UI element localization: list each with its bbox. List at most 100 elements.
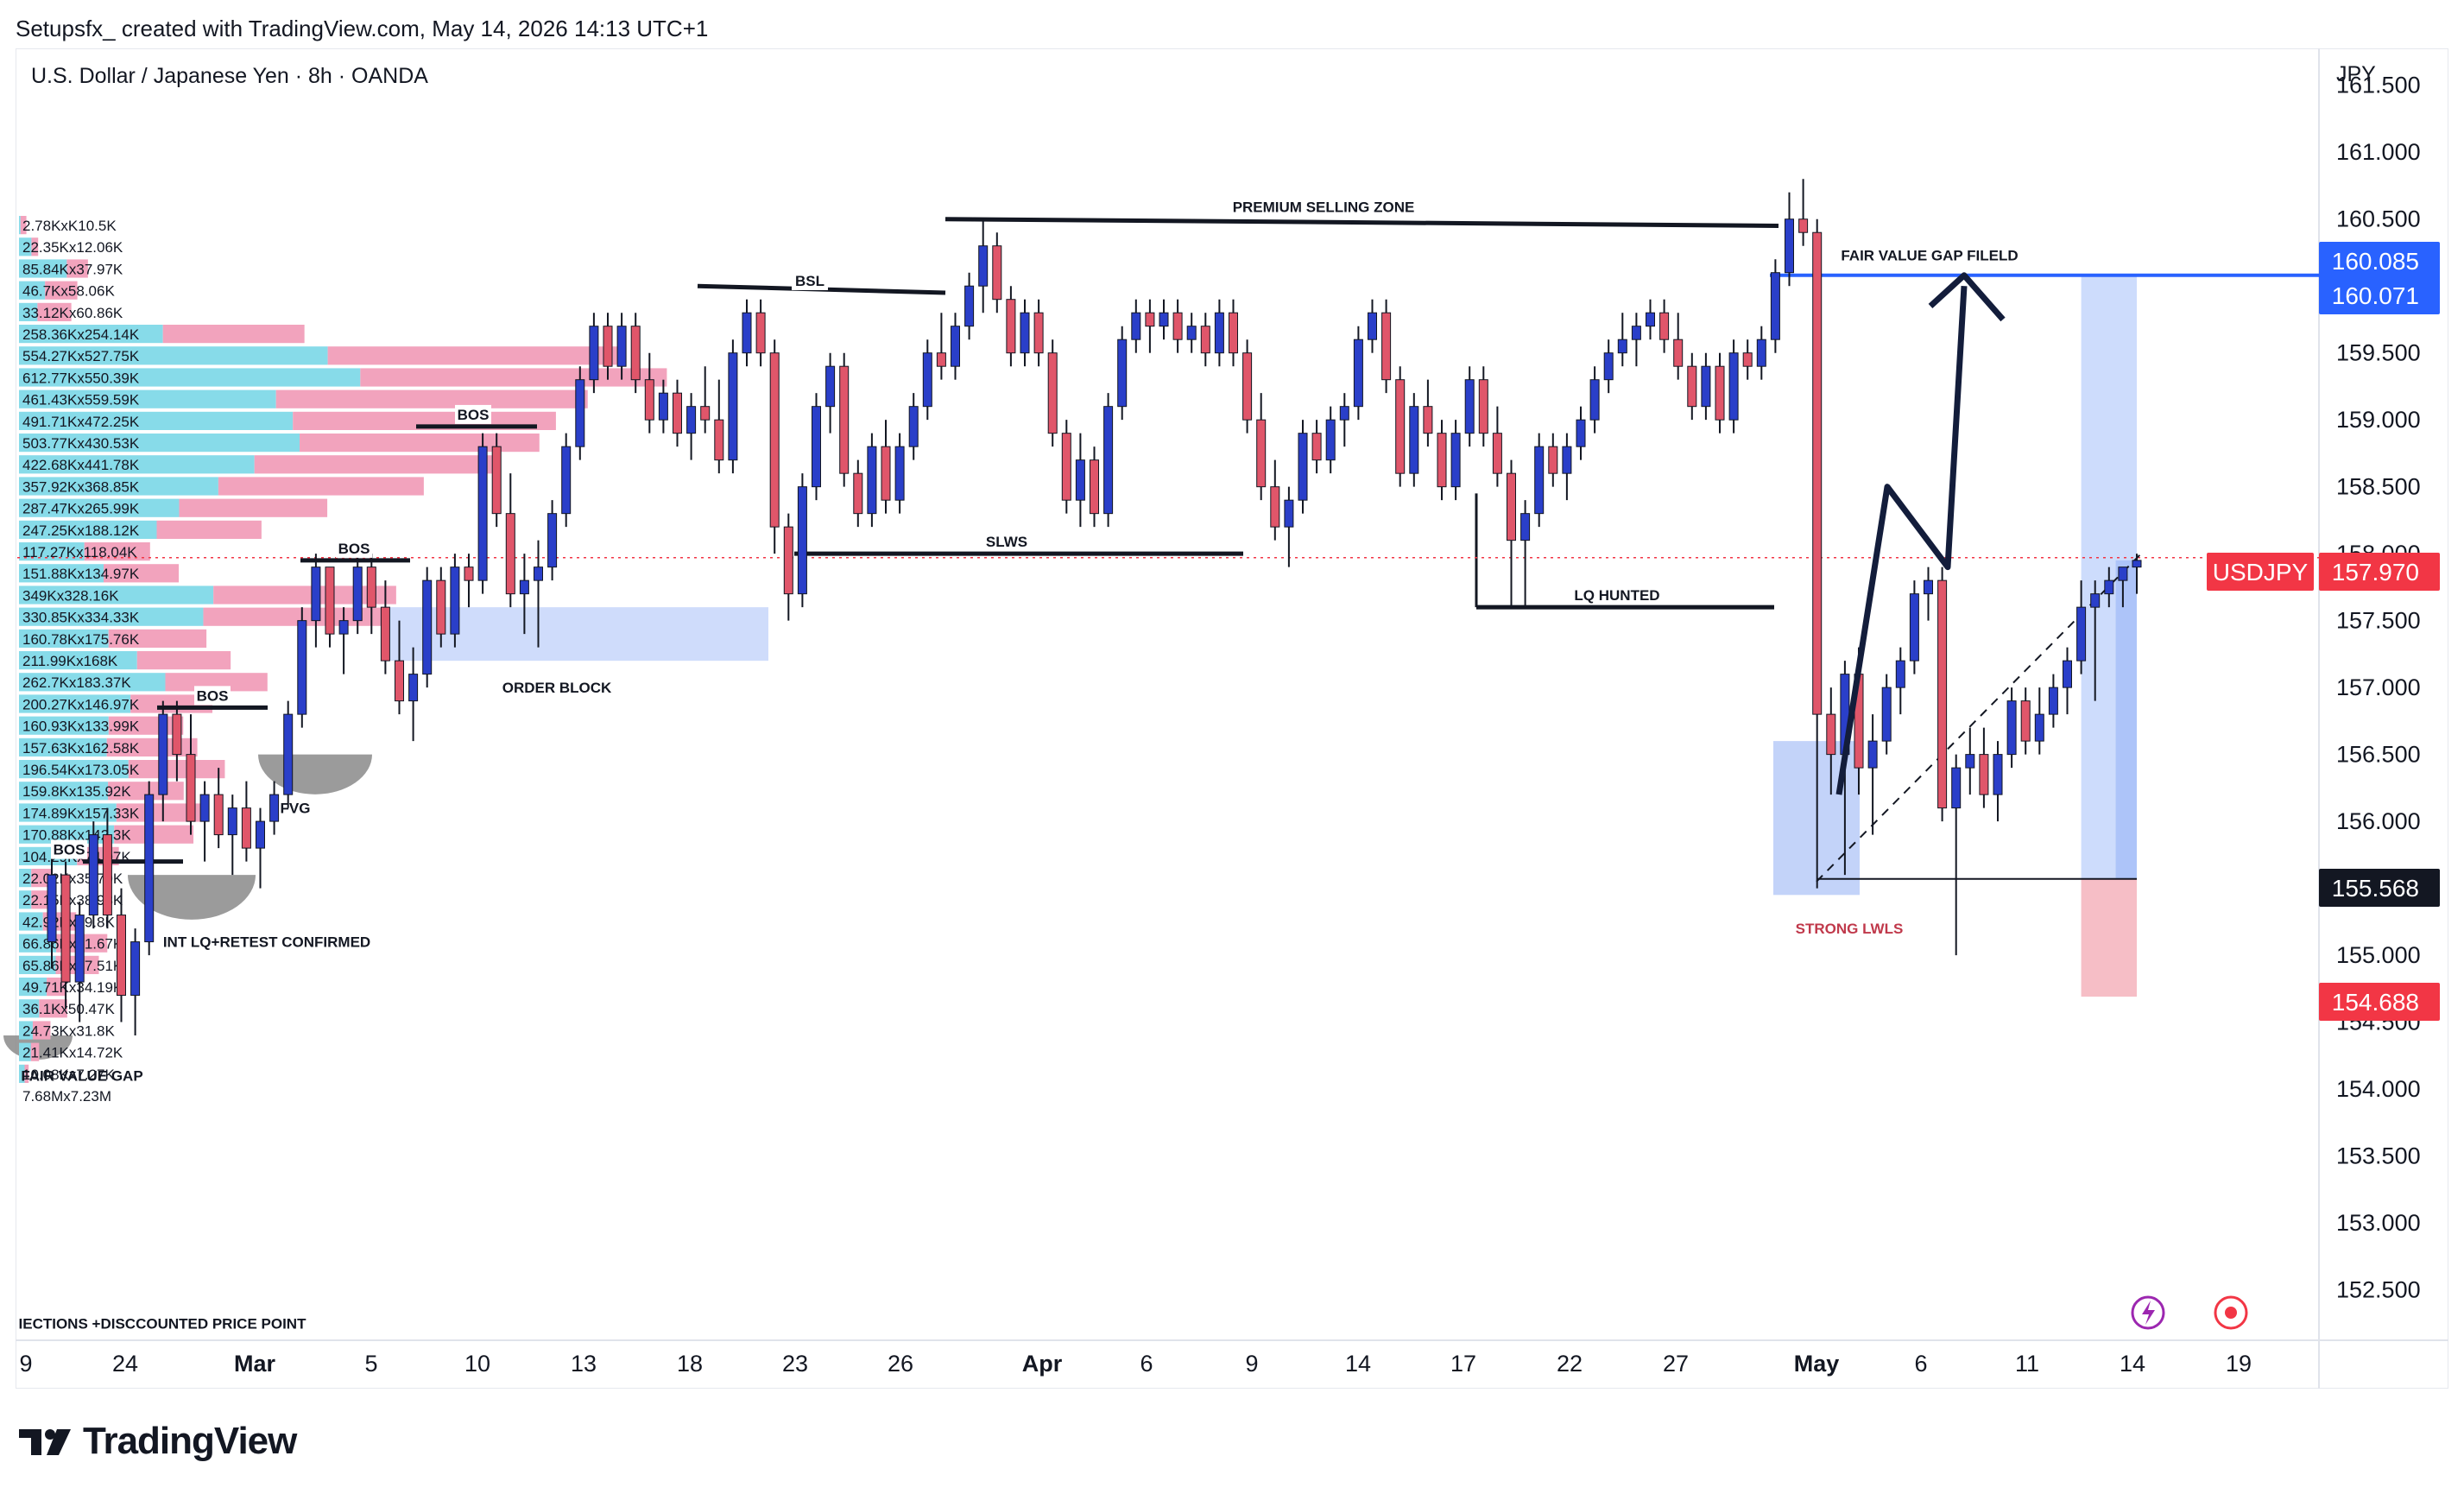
volume-profile-bar-down xyxy=(45,281,78,300)
candle-body xyxy=(755,312,766,354)
candle-body xyxy=(47,874,57,943)
candle-body xyxy=(1200,326,1210,354)
candle-body xyxy=(1284,499,1294,528)
candle-body xyxy=(728,352,738,461)
annotation-bg xyxy=(455,404,491,424)
candle-body xyxy=(1756,339,1766,367)
annotation-label: PREMIUM SELLING ZONE xyxy=(1233,199,1415,216)
candle-body xyxy=(2090,593,2101,608)
candle-body xyxy=(644,379,654,421)
candle-body xyxy=(60,874,71,983)
symbol-title: U.S. Dollar / Japanese Yen · 8h · OANDA xyxy=(31,64,428,88)
symbol-label: USDJPY xyxy=(2213,559,2309,586)
candle-body xyxy=(1492,433,1502,474)
candle-body xyxy=(1020,312,1030,354)
candle-body xyxy=(1631,326,1641,340)
volume-profile-label: 422.68Kx441.78K xyxy=(22,457,140,473)
x-axis-tick: 24 xyxy=(112,1351,138,1377)
tradingview-logo-icon xyxy=(19,1429,71,1455)
volume-profile-label: 357.92Kx368.85K xyxy=(22,478,140,495)
candle-body xyxy=(1450,433,1461,488)
symbol-label-bg xyxy=(2207,553,2314,591)
y-axis-tick: 158.500 xyxy=(2336,474,2421,500)
y-axis-tick: 154.000 xyxy=(2336,1076,2421,1102)
volume-profile-bar-up xyxy=(19,302,38,321)
price-label-value: 160.071 xyxy=(2332,282,2419,309)
candle-body xyxy=(1368,312,1377,340)
annotation-label: BOS xyxy=(197,687,229,704)
volume-profile-bar-up xyxy=(19,498,180,517)
volume-profile-bar-down xyxy=(20,216,27,235)
volume-profile-bar-down xyxy=(165,673,268,692)
candle-body xyxy=(534,567,543,581)
volume-profile-bar-up xyxy=(19,520,157,539)
volume-profile-bar-up xyxy=(19,564,104,583)
y-axis-tick: 159.500 xyxy=(2336,340,2421,366)
volume-profile-label: 196.54Kx173.05K xyxy=(22,762,140,778)
candle-body xyxy=(1798,218,1809,233)
candle-body xyxy=(1993,754,2003,795)
candle-body xyxy=(450,567,460,635)
volume-profile-label: 117.27Kx118.04K xyxy=(22,544,137,560)
candle-body xyxy=(1298,433,1308,501)
brand-name: TradingView xyxy=(83,1420,297,1462)
price-label-value: 160.085 xyxy=(2332,248,2419,275)
volume-profile-label: 247.25Kx188.12K xyxy=(22,522,140,539)
volume-profile-bar-up xyxy=(19,216,21,235)
candle-body xyxy=(1270,486,1280,528)
price-label-bg xyxy=(2319,242,2440,280)
projection-arrowhead xyxy=(1928,272,2006,322)
volume-profile-bar-down xyxy=(136,651,231,670)
volume-profile-label: 159.8Kx135.92K xyxy=(22,783,131,800)
volume-profile-bar-up xyxy=(19,890,32,909)
volume-profile-label: 211.99Kx168K xyxy=(22,653,118,669)
candle-body xyxy=(630,326,641,381)
volume-profile-bar-down xyxy=(116,803,205,822)
candle-body xyxy=(1951,767,1962,809)
volume-profile-bar-up xyxy=(19,1064,25,1083)
candle-body xyxy=(74,915,85,983)
annotation-bg xyxy=(792,270,828,290)
annotation-bg xyxy=(194,686,231,706)
candle-body xyxy=(130,941,141,997)
candle-body xyxy=(199,794,210,822)
x-axis-tick: 13 xyxy=(571,1351,597,1377)
candle-body xyxy=(951,326,960,367)
volume-profile-bar-up xyxy=(19,673,166,692)
candle-body xyxy=(1409,406,1419,474)
volume-profile-label: 24.73Kx31.8K xyxy=(22,1022,115,1039)
volume-profile-bar-down xyxy=(84,542,150,561)
volume-profile-label: 85.84Kx37.97K xyxy=(22,261,123,277)
candle-body xyxy=(1437,433,1447,488)
candle-body xyxy=(2104,579,2114,595)
premium-zone-line xyxy=(945,217,1779,228)
volume-profile-label: 36.1Kx50.47K xyxy=(22,1001,115,1017)
volume-profile-bar-down xyxy=(213,586,396,605)
volume-profile-bar-up xyxy=(19,738,107,756)
candle-body xyxy=(1047,352,1058,434)
candle-body xyxy=(1090,459,1099,515)
candle-body xyxy=(395,660,404,702)
x-axis-tick: 10 xyxy=(464,1351,490,1377)
volume-profile-bar-up xyxy=(19,760,129,779)
annotation-label: LQ HUNTED xyxy=(1574,587,1659,604)
annotation-label: SLWS xyxy=(986,534,1027,550)
volume-profile-label: 66.86Kx91.67K xyxy=(22,936,123,953)
candle-body xyxy=(422,579,433,675)
x-axis-tick: 14 xyxy=(1345,1351,1371,1377)
candle-body xyxy=(867,446,877,515)
fvg-bowl xyxy=(258,754,372,794)
volume-profile-bar-up xyxy=(19,934,57,953)
volume-profile-bar-up xyxy=(19,651,137,670)
candle-body xyxy=(213,794,224,836)
candle-body xyxy=(783,526,793,595)
volume-profile-bar-down xyxy=(24,1064,29,1083)
candle-body xyxy=(769,352,780,528)
x-axis-tick: 5 xyxy=(364,1351,377,1377)
volume-profile-bar-down xyxy=(30,1042,40,1061)
tradingview-brand[interactable]: TradingView xyxy=(19,1420,297,1463)
price-label-bg xyxy=(2319,869,2440,907)
candle-body xyxy=(1785,218,1794,274)
candle-body xyxy=(1924,579,1933,595)
